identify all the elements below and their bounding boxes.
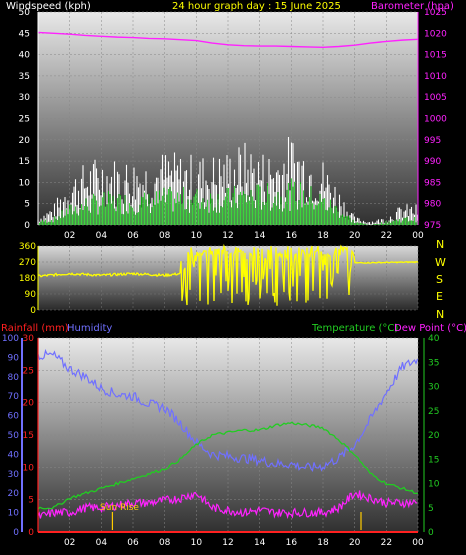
humidity-y-tick-label: 90 — [8, 353, 20, 363]
humidity-line — [37, 348, 419, 472]
sunrise-label: Sun Rise — [100, 503, 139, 513]
temp-y-tick-label: 10 — [428, 480, 440, 490]
barometer-y-tick-label: 980 — [424, 200, 441, 210]
rain-y-tick-label: 5 — [28, 496, 34, 506]
temp-x-tick-label: 10 — [191, 538, 203, 548]
barometer-y-tick-label: 1015 — [424, 51, 447, 61]
wind-x-tick-label: 00 — [412, 231, 424, 241]
barometer-y-tick-label: 1000 — [424, 115, 447, 125]
humidity-y-tick-label: 50 — [8, 431, 20, 441]
compass-n-bottom: N — [436, 308, 444, 321]
wind-y-tick-label: 10 — [19, 178, 31, 188]
wind-y-tick-label: 25 — [19, 115, 30, 125]
rain-y-tick-label: 10 — [23, 463, 35, 473]
rain-y-tick-label: 25 — [23, 366, 34, 376]
wind-y-tick-label: 15 — [19, 157, 30, 167]
temp-x-tick-label: 22 — [381, 538, 392, 548]
barometer-y-tick-label: 985 — [424, 178, 441, 188]
wind-y-tick-label: 40 — [19, 51, 31, 61]
humidity-label: Humidity — [67, 323, 112, 334]
barometer-label: Barometer (hpa) — [371, 1, 454, 12]
temp-y-tick-label: 40 — [428, 334, 440, 344]
chart-title: 24 hour graph day : 15 June 2025 — [172, 1, 341, 12]
compass-n-top: N — [436, 238, 444, 251]
temp-y-tick-label: 5 — [428, 504, 434, 514]
barometer-y-tick-label: 1020 — [424, 29, 447, 39]
temp-x-tick-label: 04 — [96, 538, 108, 548]
temp-x-tick-label: 06 — [127, 538, 139, 548]
wind-x-tick-label: 12 — [222, 231, 233, 241]
wind-x-tick-label: 02 — [64, 231, 75, 241]
wind-x-tick-label: 10 — [191, 231, 203, 241]
humidity-y-tick-label: 70 — [8, 392, 20, 402]
wind-x-tick-label: 04 — [96, 231, 108, 241]
wind-x-tick-label: 22 — [381, 231, 392, 241]
wind-x-tick-label: 14 — [254, 231, 266, 241]
humidity-y-tick-label: 10 — [8, 509, 20, 519]
wind-x-tick-label: 20 — [349, 231, 361, 241]
temp-x-tick-label: 14 — [254, 538, 266, 548]
temperature-label: Temperature (°C) — [311, 323, 398, 334]
barometer-y-tick-label: 995 — [424, 136, 441, 146]
temp-y-tick-label: 20 — [428, 431, 440, 441]
temp-y-tick-label: 15 — [428, 455, 439, 465]
direction-y-tick-label: 90 — [25, 290, 37, 300]
wind-y-tick-label: 45 — [19, 29, 30, 39]
direction-y-tick-label: 360 — [19, 242, 36, 252]
barometer-y-tick-label: 1010 — [424, 72, 447, 82]
wind-direction-line — [37, 243, 419, 306]
temp-x-tick-label: 16 — [286, 538, 298, 548]
compass-s: S — [436, 273, 443, 286]
dewpoint-label: Dew Point (°C) — [394, 323, 466, 334]
rain-y-tick-label: 30 — [23, 334, 35, 344]
humidity-y-tick-label: 100 — [2, 334, 19, 344]
rain-y-tick-label: 20 — [23, 399, 35, 409]
wind-y-tick-label: 20 — [19, 136, 31, 146]
wind-y-tick-label: 0 — [24, 221, 30, 231]
wind-x-tick-label: 16 — [286, 231, 298, 241]
direction-y-tick-label: 270 — [19, 258, 36, 268]
barometer-y-tick-label: 975 — [424, 221, 441, 231]
compass-e: E — [436, 290, 443, 303]
temp-x-tick-label: 18 — [317, 538, 329, 548]
rain-y-tick-label: 15 — [23, 431, 34, 441]
barometer-y-tick-label: 1025 — [424, 8, 447, 18]
direction-y-tick-label: 180 — [19, 274, 36, 284]
humidity-y-tick-label: 40 — [8, 450, 20, 460]
temperature-line — [37, 421, 419, 510]
temp-x-tick-label: 12 — [222, 538, 233, 548]
barometer-line — [37, 31, 419, 49]
wind-x-tick-label: 06 — [127, 231, 139, 241]
temp-x-tick-label: 08 — [159, 538, 171, 548]
dewpoint-line — [37, 490, 418, 520]
wind-y-tick-label: 35 — [19, 72, 30, 82]
temp-x-tick-label: 20 — [349, 538, 361, 548]
wind-y-tick-label: 30 — [19, 93, 31, 103]
direction-y-tick-label: 0 — [30, 306, 36, 316]
wind-x-tick-label: 08 — [159, 231, 171, 241]
wind-x-tick-label: 18 — [317, 231, 329, 241]
temp-y-tick-label: 35 — [428, 358, 439, 368]
barometer-y-tick-label: 990 — [424, 157, 441, 167]
humidity-y-tick-label: 30 — [8, 470, 20, 480]
wind-y-tick-label: 50 — [19, 8, 31, 18]
temp-x-tick-label: 00 — [412, 538, 424, 548]
temp-x-tick-label: 02 — [64, 538, 75, 548]
temp-y-tick-label: 0 — [428, 528, 434, 538]
humidity-y-tick-label: 80 — [8, 373, 20, 383]
humidity-y-tick-label: 60 — [8, 412, 20, 422]
humidity-y-tick-label: 0 — [13, 528, 19, 538]
rainfall-label: Rainfall (mm) — [1, 323, 69, 334]
compass-w: W — [435, 256, 446, 269]
rain-y-tick-label: 0 — [28, 528, 34, 538]
temp-y-tick-label: 30 — [428, 383, 440, 393]
humidity-y-tick-label: 20 — [8, 489, 20, 499]
temp-y-tick-label: 25 — [428, 407, 439, 417]
barometer-y-tick-label: 1005 — [424, 93, 447, 103]
wind-y-tick-label: 5 — [24, 200, 30, 210]
windspeed-label: Windspeed (kph) — [6, 1, 91, 12]
